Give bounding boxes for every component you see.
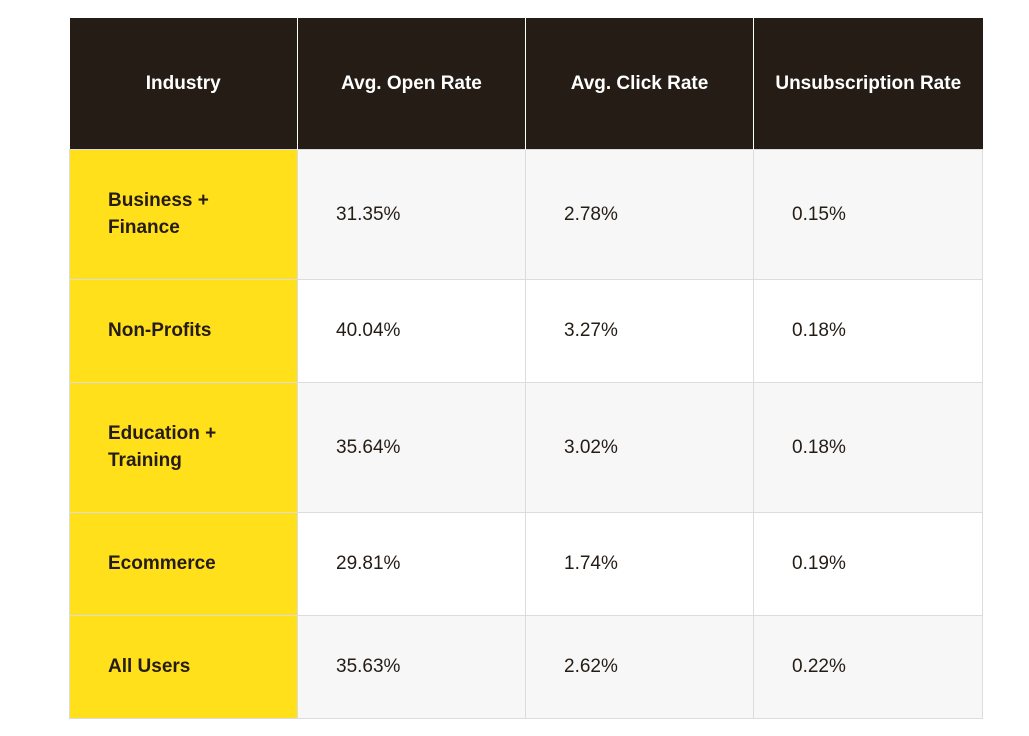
column-header-industry: Industry bbox=[69, 18, 298, 149]
table-row: All Users 35.63% 2.62% 0.22% bbox=[69, 614, 983, 719]
click-rate-cell: 3.02% bbox=[525, 381, 754, 513]
table-row: Business + Finance 31.35% 2.78% 0.15% bbox=[69, 148, 983, 280]
column-header-open-rate: Avg. Open Rate bbox=[297, 18, 526, 149]
industry-cell: Business + Finance bbox=[69, 148, 298, 280]
unsub-rate-cell: 0.19% bbox=[753, 511, 983, 616]
industry-cell: Ecommerce bbox=[69, 511, 298, 616]
open-rate-cell: 35.63% bbox=[297, 614, 526, 719]
table-header: Industry Avg. Open Rate Avg. Click Rate … bbox=[69, 18, 983, 149]
header-row: Industry Avg. Open Rate Avg. Click Rate … bbox=[69, 18, 983, 149]
open-rate-cell: 35.64% bbox=[297, 381, 526, 513]
table-row: Education + Training 35.64% 3.02% 0.18% bbox=[69, 381, 983, 513]
table-body: Business + Finance 31.35% 2.78% 0.15% No… bbox=[69, 148, 983, 719]
open-rate-cell: 29.81% bbox=[297, 511, 526, 616]
click-rate-cell: 1.74% bbox=[525, 511, 754, 616]
unsub-rate-cell: 0.22% bbox=[753, 614, 983, 719]
open-rate-cell: 40.04% bbox=[297, 278, 526, 383]
column-header-click-rate: Avg. Click Rate bbox=[525, 18, 754, 149]
table-row: Ecommerce 29.81% 1.74% 0.19% bbox=[69, 511, 983, 616]
click-rate-cell: 2.78% bbox=[525, 148, 754, 280]
click-rate-cell: 3.27% bbox=[525, 278, 754, 383]
industry-cell: Education + Training bbox=[69, 381, 298, 513]
industry-cell: All Users bbox=[69, 614, 298, 719]
table-row: Non-Profits 40.04% 3.27% 0.18% bbox=[69, 278, 983, 383]
unsub-rate-cell: 0.18% bbox=[753, 278, 983, 383]
click-rate-cell: 2.62% bbox=[525, 614, 754, 719]
column-header-unsubscription-rate: Unsubscription Rate bbox=[753, 18, 983, 149]
industry-cell: Non-Profits bbox=[69, 278, 298, 383]
email-benchmarks-table: Industry Avg. Open Rate Avg. Click Rate … bbox=[69, 18, 983, 719]
unsub-rate-cell: 0.18% bbox=[753, 381, 983, 513]
open-rate-cell: 31.35% bbox=[297, 148, 526, 280]
unsub-rate-cell: 0.15% bbox=[753, 148, 983, 280]
